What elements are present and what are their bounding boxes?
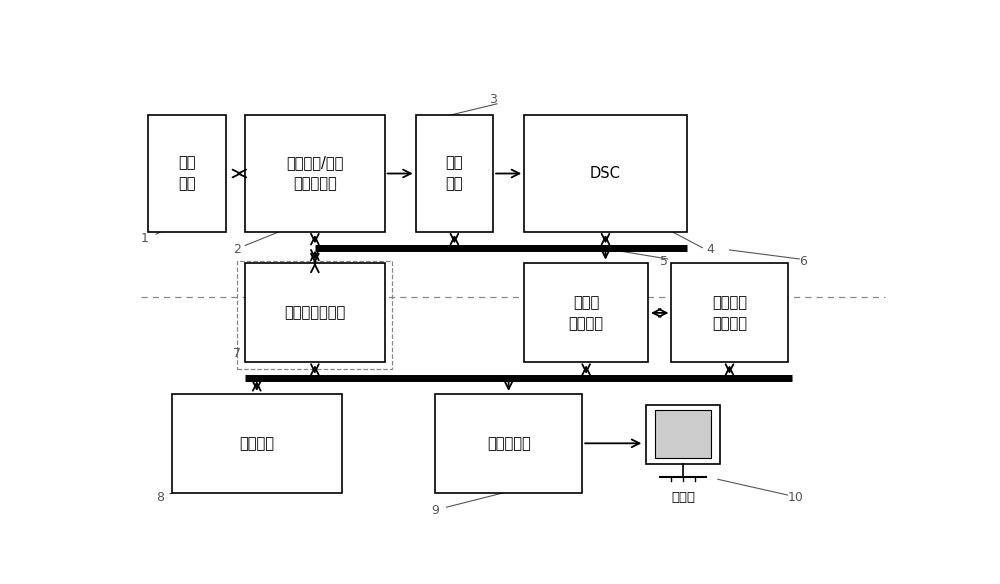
Bar bbox=[524, 115, 687, 232]
Text: DSC: DSC bbox=[590, 166, 621, 181]
Bar bbox=[671, 263, 788, 362]
Text: 超声发射/接收
及波束形成: 超声发射/接收 及波束形成 bbox=[286, 155, 344, 192]
Text: 3: 3 bbox=[489, 93, 497, 106]
Bar bbox=[172, 394, 342, 493]
Text: 8: 8 bbox=[156, 491, 164, 504]
Text: 信号
处理: 信号 处理 bbox=[446, 155, 463, 192]
Text: 超声
探头: 超声 探头 bbox=[178, 155, 196, 192]
Bar bbox=[435, 394, 582, 493]
Text: 显示器: 显示器 bbox=[671, 491, 695, 504]
Text: 7: 7 bbox=[233, 347, 241, 360]
Text: 10: 10 bbox=[787, 491, 803, 504]
Bar bbox=[655, 411, 711, 458]
Bar bbox=[245, 115, 385, 232]
Text: 图形处理器: 图形处理器 bbox=[487, 436, 530, 451]
Bar bbox=[148, 115, 226, 232]
Text: 9: 9 bbox=[431, 504, 439, 517]
Text: 主控制器: 主控制器 bbox=[239, 436, 274, 451]
Text: 计算机
系统内存: 计算机 系统内存 bbox=[569, 295, 604, 331]
Bar bbox=[524, 263, 648, 362]
Bar bbox=[646, 405, 720, 464]
Text: 4: 4 bbox=[706, 244, 714, 256]
Text: 5: 5 bbox=[660, 255, 668, 267]
Text: 2: 2 bbox=[233, 244, 241, 256]
Text: 超声前端控制器: 超声前端控制器 bbox=[284, 305, 346, 321]
Bar bbox=[237, 261, 392, 369]
Bar bbox=[416, 115, 493, 232]
Bar bbox=[245, 263, 385, 362]
Text: 1: 1 bbox=[140, 232, 148, 245]
Text: 三维处理
软件模块: 三维处理 软件模块 bbox=[712, 295, 747, 331]
Text: 6: 6 bbox=[799, 255, 807, 267]
